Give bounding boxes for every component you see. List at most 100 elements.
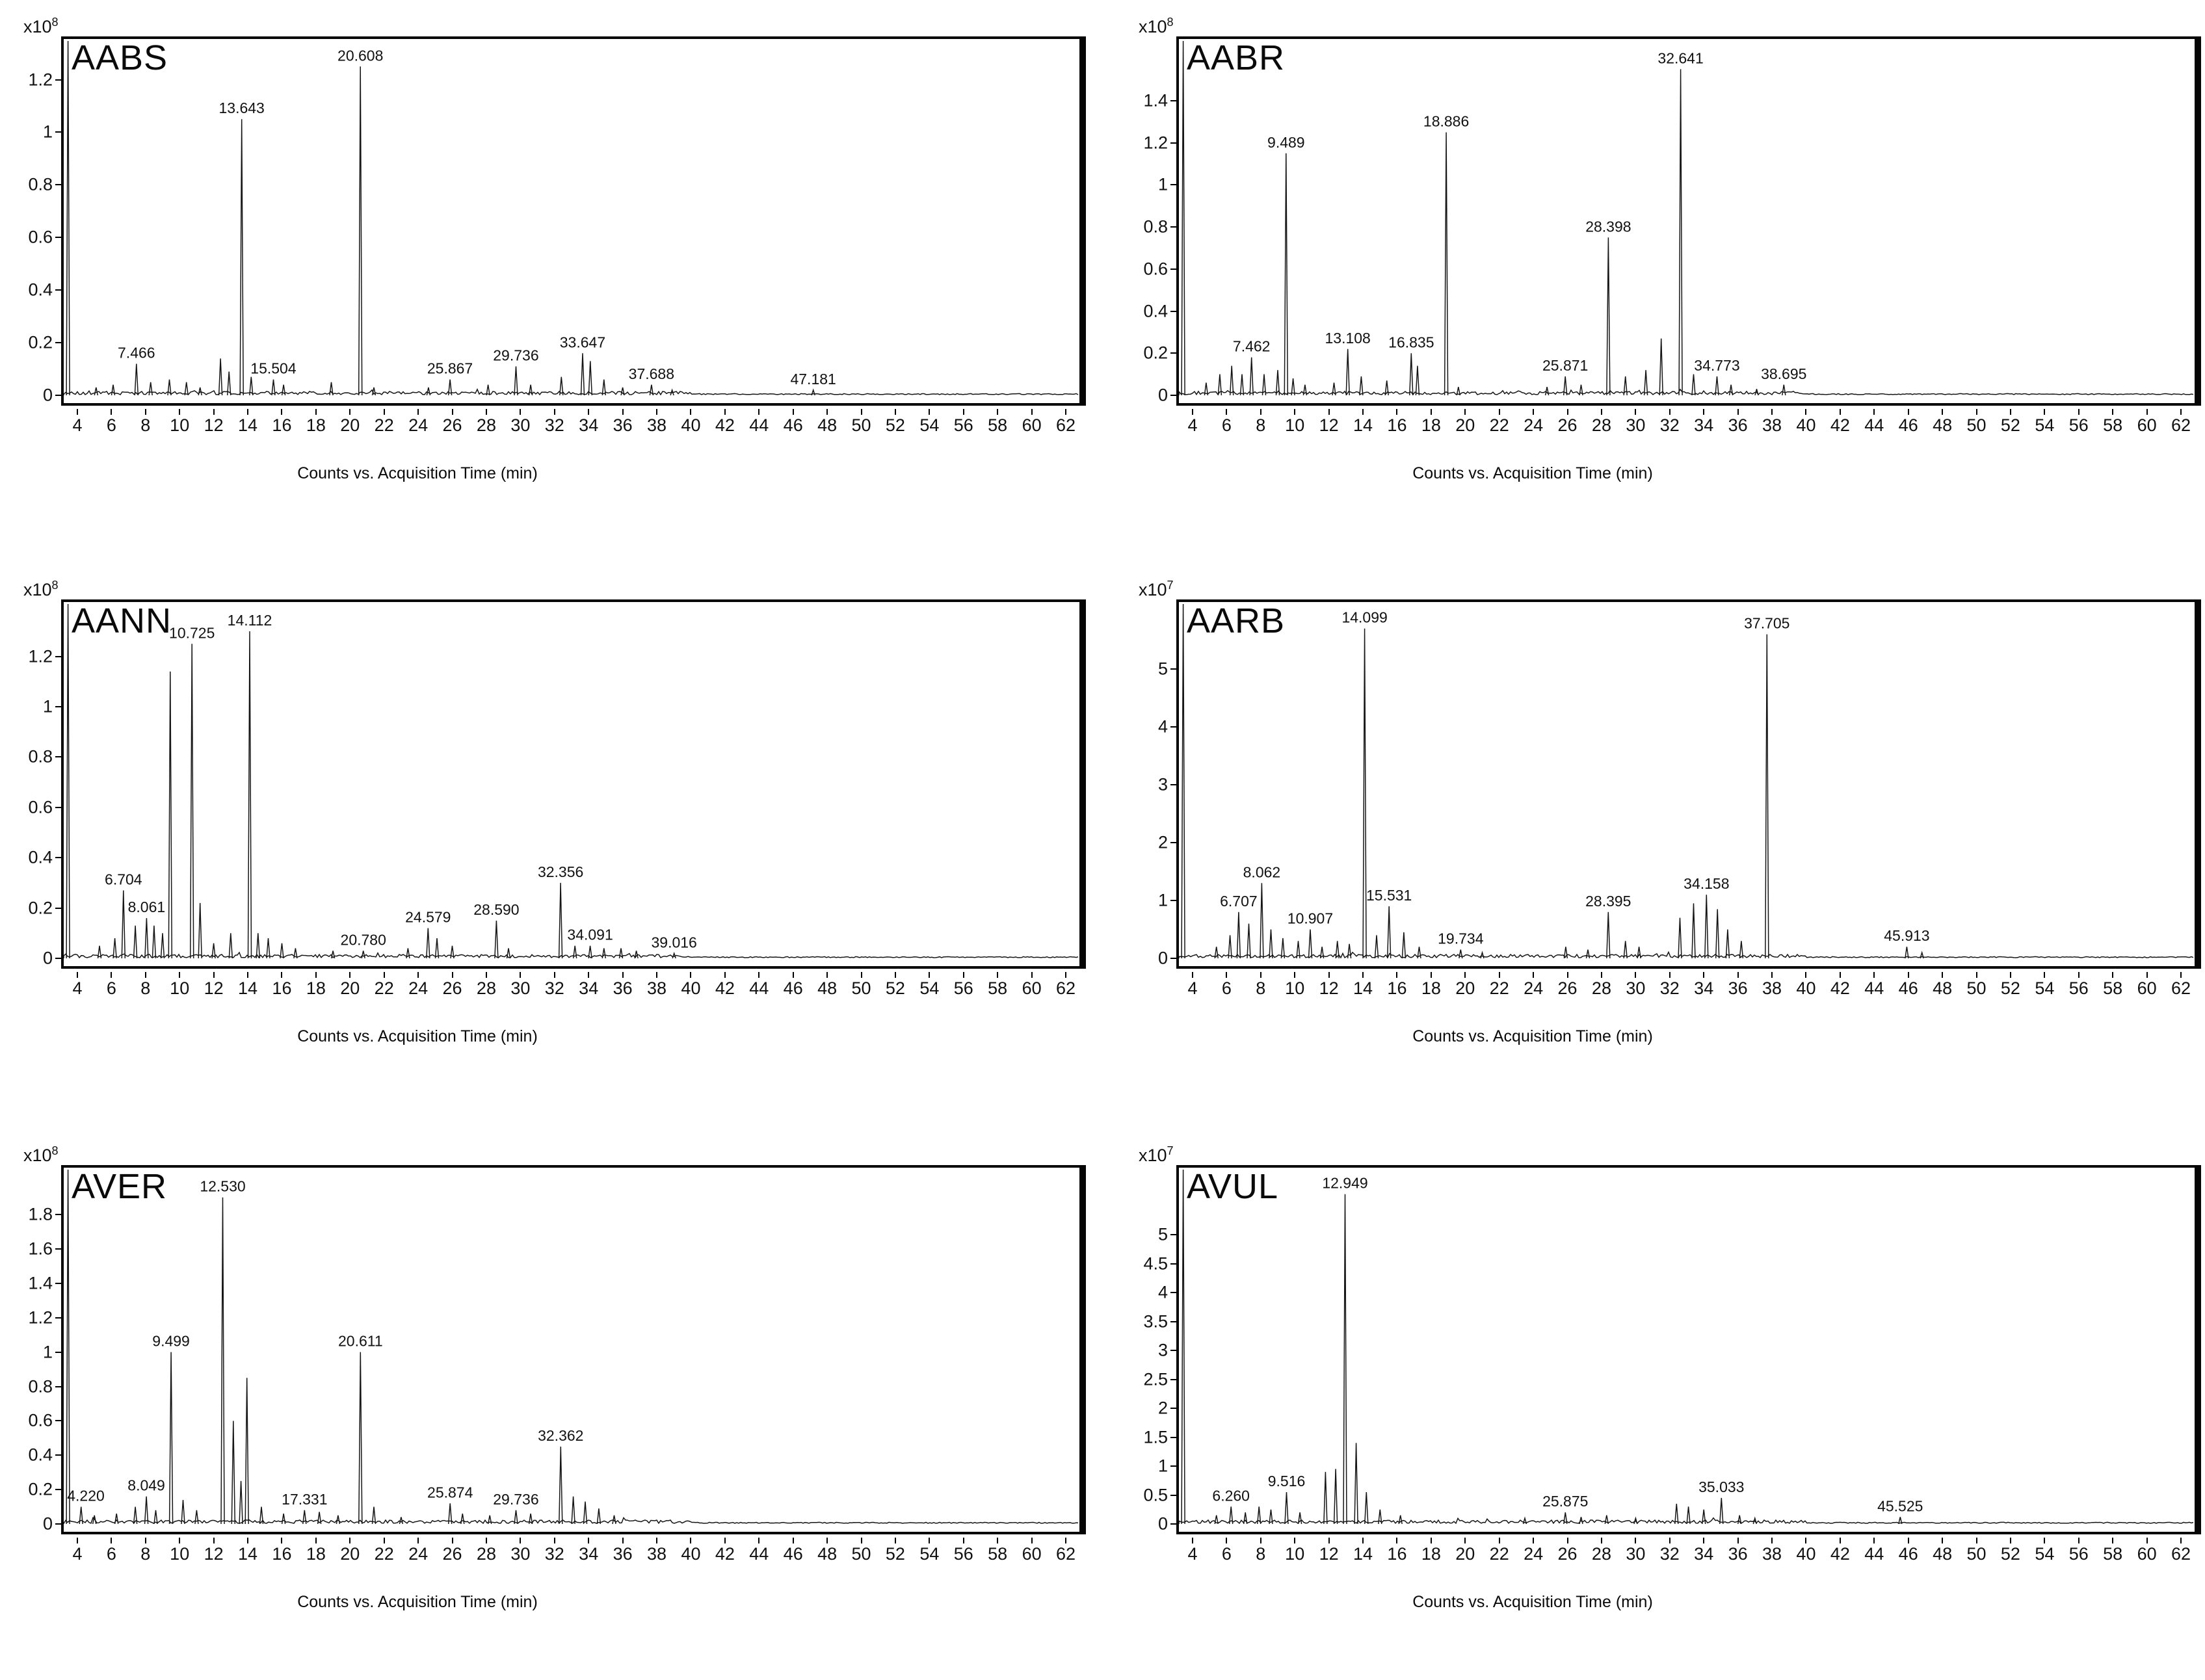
- x-tick-mark: [247, 1538, 249, 1543]
- x-tick-label: 44: [1864, 1544, 1884, 1564]
- x-tick-mark: [76, 1538, 78, 1543]
- x-tick-mark: [213, 972, 215, 978]
- x-tick-mark: [1942, 409, 1944, 415]
- plot-area: 7.462 9.489 13.108 16.835 18.886 25.871 28.398…: [1176, 36, 2201, 406]
- chromatogram-panel-aabr: x108 7.462 9.489 13.108 16.835 18.886 25.871 2…: [1135, 8, 2201, 547]
- x-tick-label: 14: [1353, 1544, 1373, 1564]
- y-axis-scale-label: x108: [23, 16, 59, 37]
- peak-label: 28.395: [1585, 893, 1631, 910]
- x-tick-label: 36: [1728, 978, 1748, 998]
- y-tick-mark: [1170, 1350, 1176, 1351]
- y-tick-mark: [1170, 842, 1176, 843]
- x-axis: 4 6 8 10 12 14 16 18 20 22 24 26 28 30 32 34 36 38 40 42 44 4…: [64, 1538, 1079, 1566]
- x-tick-mark: [1396, 409, 1398, 415]
- x-tick-mark: [1805, 972, 1807, 978]
- peak-label: 33.647: [560, 334, 605, 350]
- x-tick-label: 62: [1056, 1544, 1076, 1564]
- x-tick-label: 38: [1762, 415, 1782, 435]
- x-tick-label: 24: [408, 978, 429, 998]
- x-tick-label: 48: [817, 1544, 838, 1564]
- peak-label: 9.516: [1268, 1473, 1306, 1490]
- x-tick-mark: [588, 409, 590, 415]
- x-tick-mark: [1396, 972, 1398, 978]
- y-tick-mark: [55, 756, 61, 758]
- x-tick-label: 20: [1455, 1544, 1475, 1564]
- y-scale-exponent: 7: [1167, 1144, 1174, 1157]
- x-tick-label: 30: [510, 415, 531, 435]
- y-tick-mark: [55, 184, 61, 186]
- x-tick-label: 46: [783, 978, 803, 998]
- y-scale-exponent: 8: [51, 579, 59, 592]
- x-tick-mark: [792, 409, 794, 415]
- plot-area: 6.704 8.061 10.725 14.112 20.780 24.579 28.590…: [61, 599, 1086, 969]
- x-tick-mark: [1566, 972, 1568, 978]
- x-tick-label: 18: [306, 978, 326, 998]
- x-tick-label: 54: [919, 1544, 940, 1564]
- x-tick-mark: [894, 1538, 896, 1543]
- x-tick-label: 12: [204, 1544, 224, 1564]
- x-tick-label: 40: [681, 415, 701, 435]
- x-tick-label: 6: [106, 978, 116, 998]
- x-tick-mark: [451, 972, 453, 978]
- y-tick-mark: [55, 342, 61, 344]
- x-tick-mark: [1294, 972, 1296, 978]
- peak-label: 32.356: [538, 863, 583, 880]
- x-tick-mark: [1669, 1538, 1670, 1543]
- y-axis: 0 0.2 0.4 0.6 0.8 1 1.2: [20, 39, 61, 405]
- x-tick-mark: [860, 409, 862, 415]
- x-tick-mark: [383, 1538, 385, 1543]
- x-tick-label: 36: [613, 978, 633, 998]
- x-tick-label: 50: [851, 978, 871, 998]
- x-tick-mark: [213, 1538, 215, 1543]
- y-tick-label: 0.8: [28, 174, 53, 194]
- x-tick-mark: [1498, 1538, 1500, 1543]
- x-tick-mark: [1065, 972, 1067, 978]
- chromatogram-trace: 6.707 8.062 10.907 14.099 15.531 19.734 28.395…: [1179, 603, 2194, 959]
- x-tick-label: 34: [579, 1544, 599, 1564]
- x-tick-mark: [1533, 1538, 1535, 1543]
- peak-label: 37.688: [629, 365, 674, 382]
- x-tick-label: 6: [1221, 978, 1232, 998]
- x-tick-mark: [1294, 1538, 1296, 1543]
- y-tick-mark: [55, 131, 61, 133]
- x-tick-mark: [451, 1538, 453, 1543]
- peak-label: 24.579: [405, 909, 451, 926]
- y-tick-label: 0.8: [28, 1376, 53, 1396]
- x-tick-label: 30: [1626, 415, 1646, 435]
- x-tick-mark: [860, 1538, 862, 1543]
- x-tick-mark: [1873, 1538, 1875, 1543]
- x-tick-mark: [2078, 972, 2080, 978]
- x-tick-mark: [1328, 1538, 1330, 1543]
- plot-area: 7.466 13.643 15.504 20.608 25.867 29.736 33.64…: [61, 36, 1086, 406]
- x-tick-label: 26: [1557, 415, 1578, 435]
- y-tick-label: 0: [42, 1514, 53, 1534]
- x-tick-mark: [758, 409, 760, 415]
- x-tick-label: 24: [1524, 1544, 1544, 1564]
- x-tick-label: 48: [817, 415, 838, 435]
- peak-label: 32.362: [538, 1427, 583, 1444]
- x-tick-label: 38: [1762, 978, 1782, 998]
- y-axis-scale-label: x108: [23, 1144, 59, 1166]
- x-tick-mark: [1975, 409, 1977, 415]
- x-tick-label: 16: [1387, 1544, 1407, 1564]
- x-tick-mark: [520, 409, 522, 415]
- x-tick-label: 22: [1489, 978, 1509, 998]
- x-tick-mark: [1226, 409, 1228, 415]
- x-tick-label: 50: [1966, 978, 1987, 998]
- x-tick-label: 42: [1830, 1544, 1850, 1564]
- x-tick-mark: [2146, 1538, 2148, 1543]
- x-tick-label: 10: [1285, 415, 1305, 435]
- x-tick-label: 18: [1421, 1544, 1441, 1564]
- chromatogram-trace-path: [1179, 1169, 2194, 1525]
- y-tick-mark: [1170, 395, 1176, 396]
- x-tick-mark: [520, 972, 522, 978]
- x-tick-label: 6: [106, 1544, 116, 1564]
- x-tick-label: 62: [2171, 978, 2191, 998]
- x-tick-mark: [247, 409, 249, 415]
- x-tick-mark: [1942, 1538, 1944, 1543]
- y-axis-scale-label: x108: [1139, 16, 1174, 37]
- x-tick-label: 36: [613, 1544, 633, 1564]
- x-tick-label: 12: [1319, 978, 1339, 998]
- y-tick-label: 0.8: [1143, 217, 1168, 237]
- x-tick-label: 12: [1319, 415, 1339, 435]
